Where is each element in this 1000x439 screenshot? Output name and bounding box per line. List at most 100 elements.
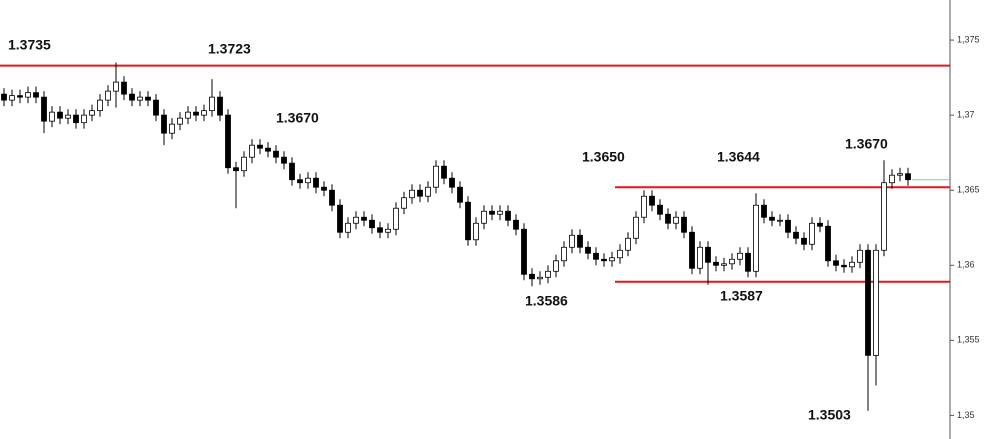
candle-body: [553, 260, 559, 272]
candle-body: [81, 114, 87, 124]
y-tick-label: 1,375: [957, 34, 980, 44]
candle-body: [73, 114, 79, 124]
candle-body: [649, 195, 655, 206]
candle-body: [265, 147, 271, 152]
candle-body: [657, 204, 663, 215]
y-tick-label: 1,355: [957, 335, 980, 345]
candle-body: [777, 219, 783, 222]
candle-body: [465, 201, 471, 241]
candle-body: [625, 237, 631, 251]
candle-body: [665, 213, 671, 224]
candle-body: [297, 179, 303, 184]
candle-body: [305, 177, 311, 184]
candle-body: [425, 186, 431, 197]
candle-body: [801, 237, 807, 245]
price-annotation: 1.3586: [525, 293, 568, 309]
candle-body: [353, 216, 359, 224]
candle-body: [1, 93, 7, 101]
candle-body: [185, 111, 191, 119]
candle-body: [169, 123, 175, 134]
candle-body: [745, 252, 751, 272]
candle-body: [785, 219, 791, 233]
candle-body: [145, 96, 151, 101]
candle-body: [545, 270, 551, 278]
candle-body: [681, 216, 687, 233]
candle-body: [809, 222, 815, 245]
candle-body: [417, 189, 423, 197]
candle-body: [729, 258, 735, 265]
candle-body: [433, 165, 439, 188]
candle-body: [441, 165, 447, 179]
candle-body: [345, 222, 351, 233]
candle-body: [857, 249, 863, 263]
candle-body: [321, 186, 327, 191]
candle-body: [753, 204, 759, 272]
candle-body: [497, 210, 503, 215]
candle-body: [329, 189, 335, 206]
candle-body: [313, 177, 319, 188]
price-annotation: 1.3723: [208, 41, 251, 57]
price-annotation: 1.3587: [720, 288, 763, 304]
candle-body: [577, 234, 583, 248]
candle-body: [289, 162, 295, 181]
candle-body: [737, 252, 743, 260]
candle-body: [17, 95, 23, 98]
candle-body: [209, 96, 215, 112]
candle-body: [457, 186, 463, 203]
candle-body: [401, 197, 407, 209]
candle-body: [89, 110, 95, 116]
candle-body: [393, 207, 399, 230]
candle-body: [873, 249, 879, 356]
candle-body: [673, 216, 679, 224]
candle-body: [537, 276, 543, 280]
candle-body: [617, 249, 623, 259]
y-tick-label: 1,37: [957, 110, 975, 120]
candle-body: [889, 174, 895, 184]
candle-body: [217, 96, 223, 116]
y-tick-label: 1,36: [957, 260, 975, 270]
candle-body: [241, 156, 247, 172]
candle-body: [377, 227, 383, 233]
candle-body: [817, 222, 823, 227]
candle-body: [177, 117, 183, 125]
candle-body: [897, 173, 903, 176]
candle-body: [609, 257, 615, 262]
candle-body: [585, 246, 591, 254]
candle-body: [721, 263, 727, 266]
price-annotation: 1.3670: [845, 136, 888, 152]
candle-body: [841, 264, 847, 268]
candle-body: [57, 111, 63, 119]
candle-body: [849, 261, 855, 268]
candle-body: [529, 273, 535, 280]
candle-body: [121, 81, 127, 95]
candle-body: [449, 177, 455, 188]
candle-body: [769, 216, 775, 221]
candle-body: [41, 96, 47, 122]
candle-body: [369, 219, 375, 229]
candle-body: [689, 231, 695, 269]
candle-body: [361, 216, 367, 221]
candle-body: [153, 99, 159, 116]
candle-body: [641, 195, 647, 218]
price-annotation: 1.3670: [276, 110, 319, 126]
candle-body: [97, 99, 103, 112]
candle-body: [705, 246, 711, 263]
candle-body: [481, 210, 487, 224]
candle-body: [65, 114, 71, 119]
candle-body: [489, 210, 495, 215]
candle-body: [249, 144, 255, 158]
price-annotation: 1.3503: [808, 407, 851, 423]
price-annotation: 1.3735: [8, 37, 51, 53]
candle-body: [713, 261, 719, 266]
candle-body: [385, 228, 391, 233]
candle-body: [129, 93, 135, 101]
y-tick-label: 1,35: [957, 410, 975, 420]
candle-body: [521, 228, 527, 275]
candle-body: [233, 167, 239, 172]
candle-body: [273, 150, 279, 158]
candle-body: [513, 219, 519, 230]
candle-body: [833, 260, 839, 266]
candle-body: [865, 249, 871, 356]
candle-body: [33, 92, 39, 98]
